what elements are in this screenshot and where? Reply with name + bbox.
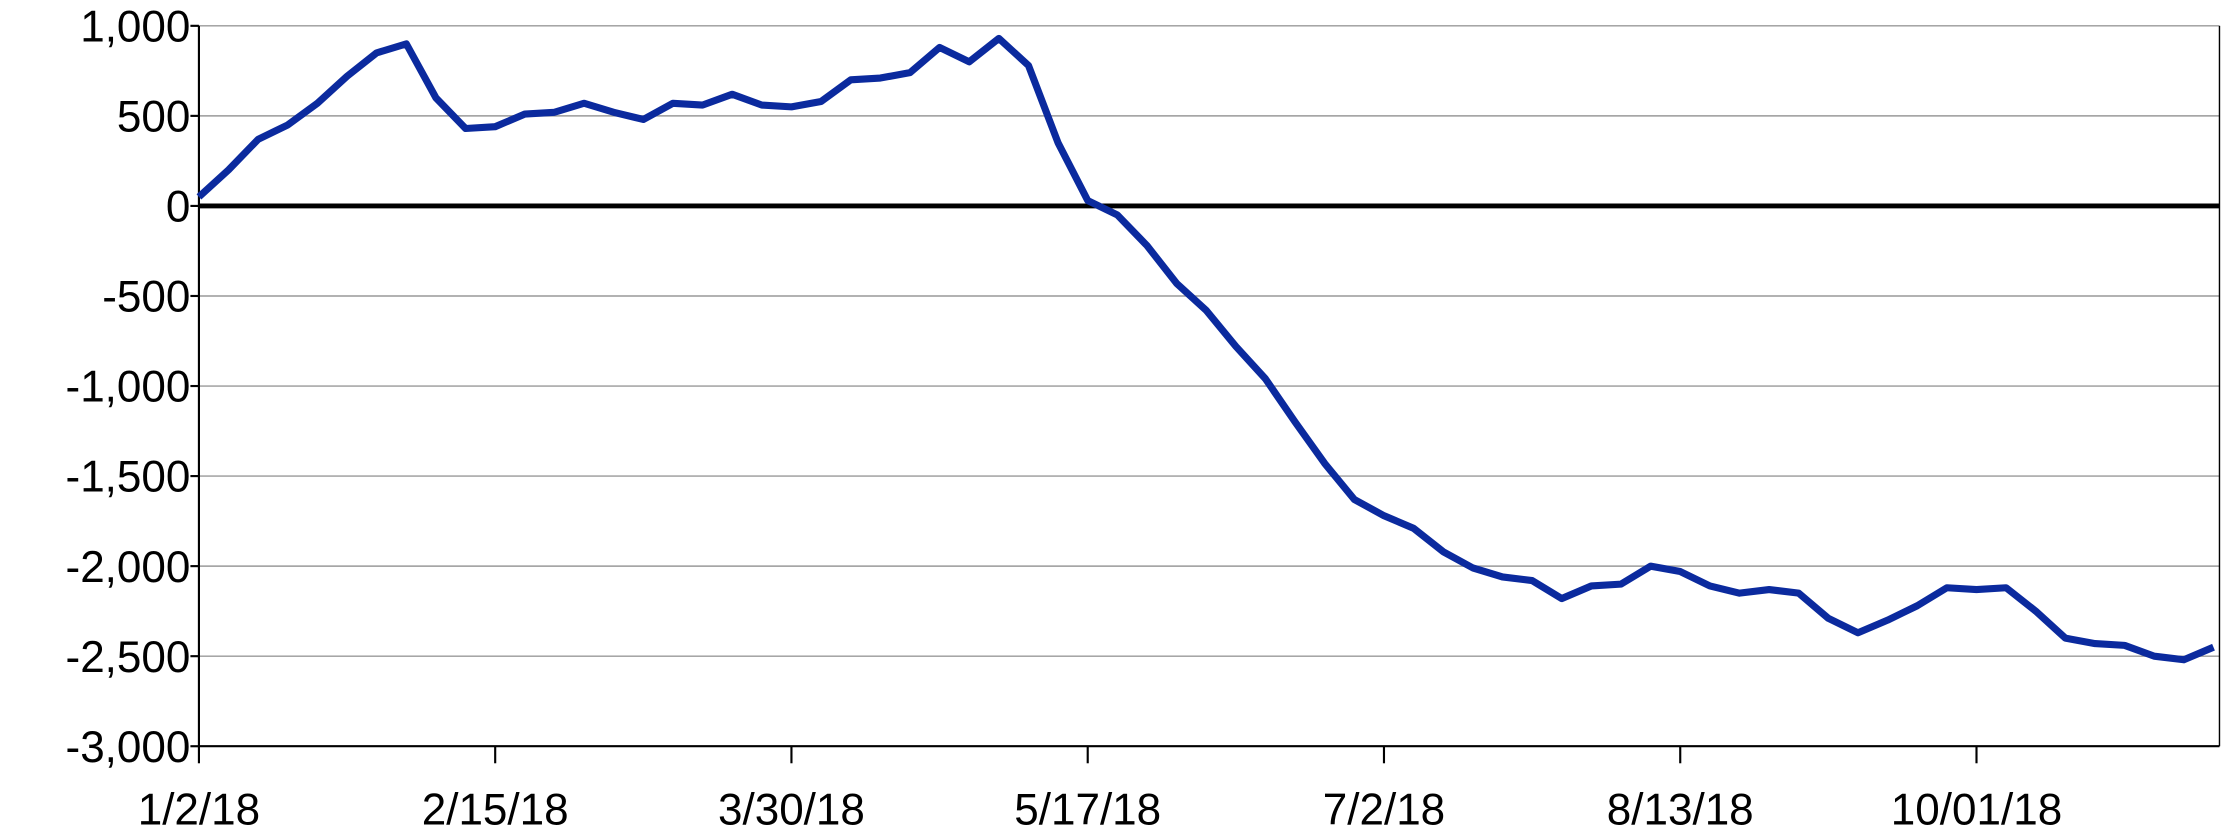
y-tick-label: -3,000 [66,723,191,772]
x-tick-label: 10/01/18 [1891,785,2062,834]
y-tick-label: -500 [102,273,190,322]
y-tick-label: -2,000 [66,543,191,592]
data-line [196,34,2215,664]
x-tick-label: 7/2/18 [1323,785,1445,834]
x-tick-label: 1/2/18 [138,785,260,834]
y-tick-label: 1,000 [80,2,190,51]
x-tick-label: 8/13/18 [1607,785,1754,834]
y-tick-label: -1,000 [66,363,191,412]
x-tick-label: 2/15/18 [422,785,569,834]
x-tick-label: 3/30/18 [718,785,865,834]
y-tick-label: 500 [117,93,190,142]
y-tick-label: 0 [166,183,190,232]
y-tick-label: -1,500 [66,453,191,502]
x-tick-label: 5/17/18 [1014,785,1161,834]
y-tick-label: -2,500 [66,633,191,682]
